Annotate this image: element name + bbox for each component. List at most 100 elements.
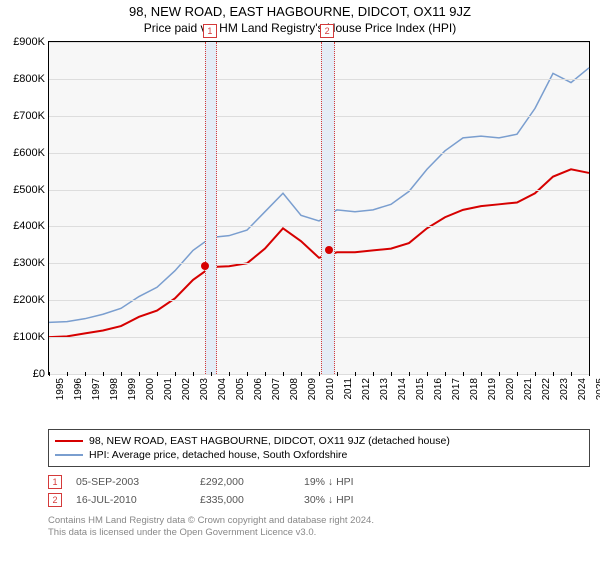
legend-swatch [55, 454, 83, 456]
x-tick [373, 372, 374, 376]
sale-date: 16-JUL-2010 [76, 494, 186, 506]
x-tick [247, 372, 248, 376]
x-tick [319, 372, 320, 376]
x-tick [49, 372, 50, 376]
sale-row-marker: 1 [48, 475, 62, 489]
sale-point [201, 262, 209, 270]
x-axis-label: 2005 [235, 378, 246, 400]
y-axis-label: £600K [13, 147, 49, 159]
gridline [49, 79, 589, 80]
gridline [49, 300, 589, 301]
x-axis-label: 2008 [289, 378, 300, 400]
x-axis-label: 2003 [199, 378, 210, 400]
x-tick [85, 372, 86, 376]
x-axis-label: 2013 [379, 378, 390, 400]
chart-lines [49, 42, 589, 374]
legend-label: HPI: Average price, detached house, Sout… [89, 449, 347, 461]
sale-band [321, 42, 336, 374]
gridline [49, 337, 589, 338]
sale-date: 05-SEP-2003 [76, 476, 186, 488]
gridline [49, 190, 589, 191]
sale-marker: 2 [320, 24, 334, 38]
x-axis-label: 2016 [433, 378, 444, 400]
x-axis-label: 2021 [523, 378, 534, 400]
y-axis-label: £100K [13, 331, 49, 343]
x-tick [283, 372, 284, 376]
y-axis-label: £300K [13, 257, 49, 269]
gridline [49, 263, 589, 264]
x-axis-label: 2009 [307, 378, 318, 400]
x-axis-label: 2022 [541, 378, 552, 400]
x-tick [553, 372, 554, 376]
gridline [49, 153, 589, 154]
x-tick [301, 372, 302, 376]
legend-item: 98, NEW ROAD, EAST HAGBOURNE, DIDCOT, OX… [55, 434, 583, 448]
y-axis-label: £800K [13, 73, 49, 85]
x-tick [211, 372, 212, 376]
sale-diff: 19% ↓ HPI [304, 476, 394, 488]
legend-swatch [55, 440, 83, 442]
x-axis-label: 2024 [577, 378, 588, 400]
legend-item: HPI: Average price, detached house, Sout… [55, 448, 583, 462]
series-line-property [49, 169, 589, 337]
x-axis-label: 2015 [415, 378, 426, 400]
x-axis-label: 1998 [109, 378, 120, 400]
x-axis-label: 2012 [361, 378, 372, 400]
x-axis-label: 2004 [217, 378, 228, 400]
x-tick [427, 372, 428, 376]
y-axis-label: £400K [13, 220, 49, 232]
x-tick [571, 372, 572, 376]
gridline [49, 42, 589, 43]
legend: 98, NEW ROAD, EAST HAGBOURNE, DIDCOT, OX… [48, 429, 590, 467]
x-tick [517, 372, 518, 376]
x-axis-label: 1999 [127, 378, 138, 400]
x-tick [499, 372, 500, 376]
y-axis-label: £0 [33, 368, 49, 380]
sale-row: 1 05-SEP-2003 £292,000 19% ↓ HPI [48, 473, 590, 491]
sales-table: 1 05-SEP-2003 £292,000 19% ↓ HPI 2 16-JUL-201… [48, 473, 590, 509]
legend-label: 98, NEW ROAD, EAST HAGBOURNE, DIDCOT, OX… [89, 435, 450, 447]
sale-marker: 1 [203, 24, 217, 38]
x-axis-label: 2019 [487, 378, 498, 400]
footer-line: This data is licensed under the Open Gov… [48, 527, 590, 539]
gridline [49, 226, 589, 227]
x-tick [535, 372, 536, 376]
x-tick [337, 372, 338, 376]
sale-price: £292,000 [200, 476, 290, 488]
x-tick [409, 372, 410, 376]
sale-point [325, 246, 333, 254]
sale-row: 216-JUL-2010£335,00030% ↓ HPI [48, 491, 590, 509]
x-axis-label: 2025 [595, 378, 600, 400]
sale-row-marker: 2 [48, 493, 62, 507]
plot-area: £0£100K£200K£300K£400K£500K£600K£700K£80… [48, 41, 590, 375]
x-tick [121, 372, 122, 376]
x-axis-label: 2007 [271, 378, 282, 400]
x-axis-label: 1997 [91, 378, 102, 400]
x-axis-label: 2002 [181, 378, 192, 400]
x-axis-label: 2018 [469, 378, 480, 400]
x-tick [139, 372, 140, 376]
x-axis-label: 1995 [55, 378, 66, 400]
x-axis-label: 2011 [343, 378, 354, 400]
sale-band [205, 42, 216, 374]
x-axis-label: 2001 [163, 378, 174, 400]
page-title: 98, NEW ROAD, EAST HAGBOURNE, DIDCOT, OX… [0, 4, 600, 19]
y-axis-label: £700K [13, 110, 49, 122]
x-axis-label: 2000 [145, 378, 156, 400]
x-axis-label: 1996 [73, 378, 84, 400]
x-tick [463, 372, 464, 376]
y-axis-label: £500K [13, 184, 49, 196]
x-axis-label: 2017 [451, 378, 462, 400]
x-tick [391, 372, 392, 376]
footer-line: Contains HM Land Registry data © Crown c… [48, 515, 590, 527]
x-axis-label: 2014 [397, 378, 408, 400]
x-tick [355, 372, 356, 376]
page-subtitle: Price paid vs. HM Land Registry's House … [0, 21, 600, 35]
y-axis-label: £200K [13, 294, 49, 306]
x-tick [265, 372, 266, 376]
x-tick [193, 372, 194, 376]
x-tick [157, 372, 158, 376]
x-tick [175, 372, 176, 376]
sale-price: £335,000 [200, 494, 290, 506]
chart: £0£100K£200K£300K£400K£500K£600K£700K£80… [48, 41, 590, 401]
